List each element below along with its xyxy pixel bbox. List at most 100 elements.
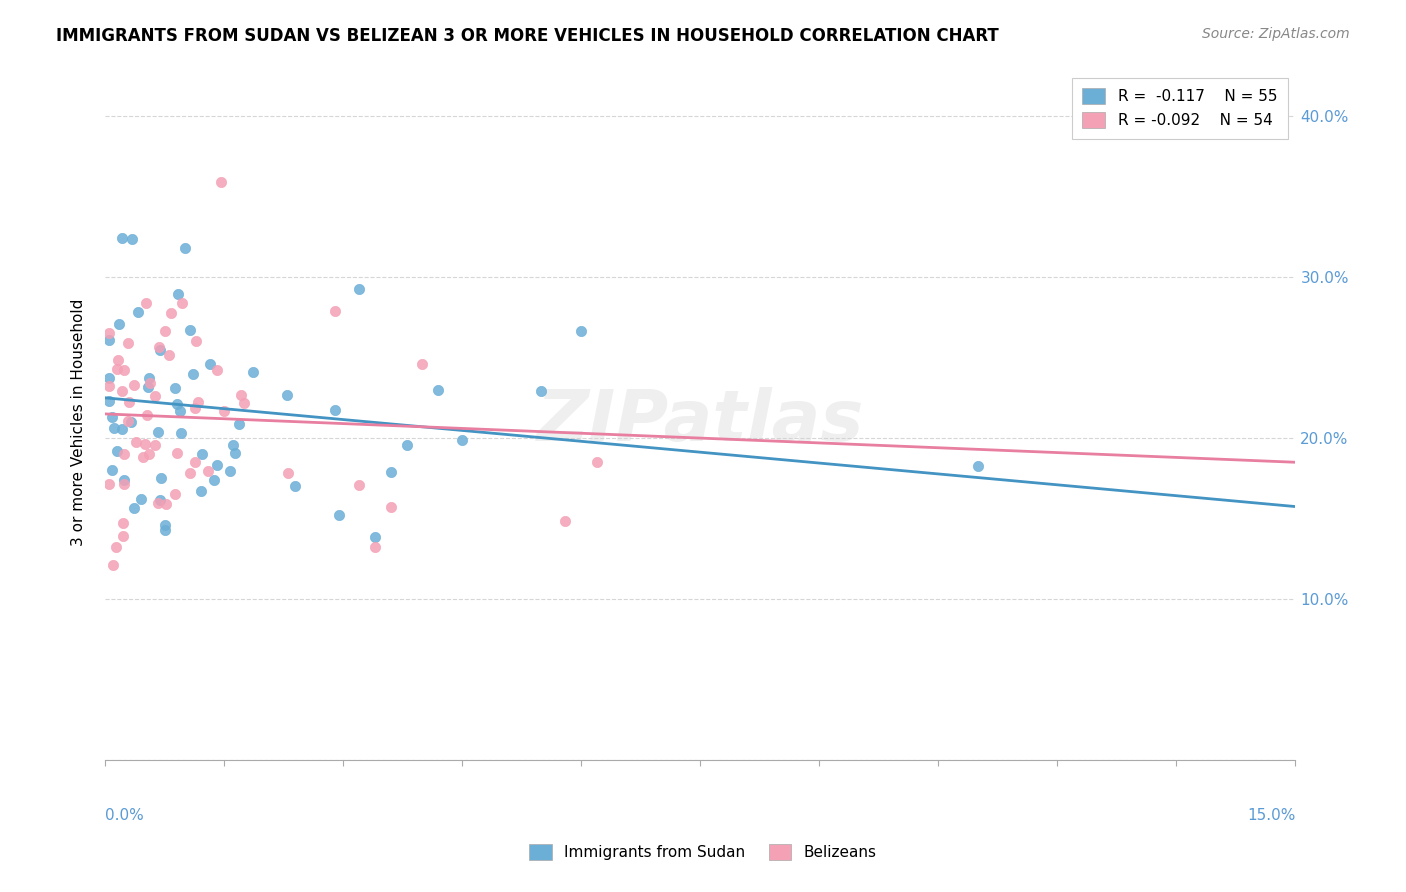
Point — [136, 408, 159, 422]
Point — [380, 465, 402, 479]
Point — [181, 367, 204, 381]
Point — [111, 422, 134, 436]
Point — [159, 306, 181, 320]
Point — [101, 410, 124, 425]
Point — [121, 231, 143, 245]
Point — [122, 378, 145, 392]
Point — [107, 353, 129, 368]
Point — [554, 514, 576, 528]
Point — [163, 381, 186, 395]
Point — [347, 477, 370, 491]
Point — [117, 414, 139, 428]
Point — [197, 464, 219, 478]
Point — [101, 558, 124, 573]
Point — [134, 437, 156, 451]
Point — [167, 286, 190, 301]
Point — [111, 231, 134, 245]
Point — [101, 463, 124, 477]
Text: 0.0%: 0.0% — [105, 808, 143, 822]
Point — [157, 349, 180, 363]
Y-axis label: 3 or more Vehicles in Household: 3 or more Vehicles in Household — [72, 298, 86, 546]
Point — [187, 395, 209, 409]
Point — [207, 458, 229, 473]
Point — [218, 464, 240, 478]
Point — [163, 487, 186, 501]
Point — [138, 447, 160, 461]
Point — [127, 304, 149, 318]
Point — [105, 362, 128, 376]
Point — [97, 334, 120, 348]
Point — [530, 384, 553, 399]
Point — [276, 387, 298, 401]
Legend: Immigrants from Sudan, Belizeans: Immigrants from Sudan, Belizeans — [523, 838, 883, 866]
Point — [179, 323, 201, 337]
Point — [284, 479, 307, 493]
Point — [190, 483, 212, 498]
Point — [323, 303, 346, 318]
Point — [112, 473, 135, 487]
Point — [451, 433, 474, 447]
Point — [112, 516, 135, 531]
Point — [184, 401, 207, 416]
Point — [347, 282, 370, 296]
Point — [111, 384, 134, 399]
Point — [170, 425, 193, 440]
Point — [148, 340, 170, 354]
Point — [174, 241, 197, 255]
Point — [149, 343, 172, 357]
Point — [155, 324, 177, 338]
Point — [427, 383, 450, 397]
Point — [108, 317, 131, 331]
Point — [135, 295, 157, 310]
Point — [138, 371, 160, 385]
Text: 15.0%: 15.0% — [1247, 808, 1295, 822]
Point — [97, 371, 120, 385]
Point — [138, 376, 160, 391]
Point — [186, 334, 208, 348]
Point — [146, 425, 169, 440]
Point — [145, 438, 167, 452]
Point — [138, 380, 160, 394]
Point — [395, 437, 418, 451]
Point — [569, 324, 592, 338]
Point — [132, 450, 155, 464]
Text: ZIPatlas: ZIPatlas — [537, 387, 863, 457]
Point — [200, 357, 222, 371]
Point — [221, 438, 243, 452]
Point — [98, 477, 121, 491]
Point — [111, 529, 134, 543]
Point — [150, 470, 173, 484]
Point — [191, 447, 214, 461]
Point — [112, 363, 135, 377]
Point — [169, 403, 191, 417]
Point — [224, 446, 246, 460]
Point — [277, 466, 299, 480]
Point — [323, 403, 346, 417]
Point — [103, 421, 125, 435]
Point — [124, 501, 146, 516]
Point — [233, 396, 256, 410]
Point — [153, 518, 176, 533]
Point — [120, 415, 142, 429]
Legend: R =  -0.117    N = 55, R = -0.092    N = 54: R = -0.117 N = 55, R = -0.092 N = 54 — [1071, 78, 1288, 138]
Point — [117, 336, 139, 351]
Point — [97, 394, 120, 409]
Point — [155, 497, 177, 511]
Point — [209, 175, 232, 189]
Text: Source: ZipAtlas.com: Source: ZipAtlas.com — [1202, 27, 1350, 41]
Point — [228, 417, 250, 432]
Point — [184, 455, 207, 469]
Point — [148, 496, 170, 510]
Point — [205, 363, 228, 377]
Point — [328, 508, 350, 523]
Point — [166, 397, 188, 411]
Point — [364, 541, 387, 555]
Point — [104, 540, 127, 554]
Point — [149, 493, 172, 508]
Point — [166, 446, 188, 460]
Point — [212, 404, 235, 418]
Point — [97, 378, 120, 392]
Point — [411, 357, 433, 371]
Point — [172, 296, 194, 310]
Point — [155, 523, 177, 537]
